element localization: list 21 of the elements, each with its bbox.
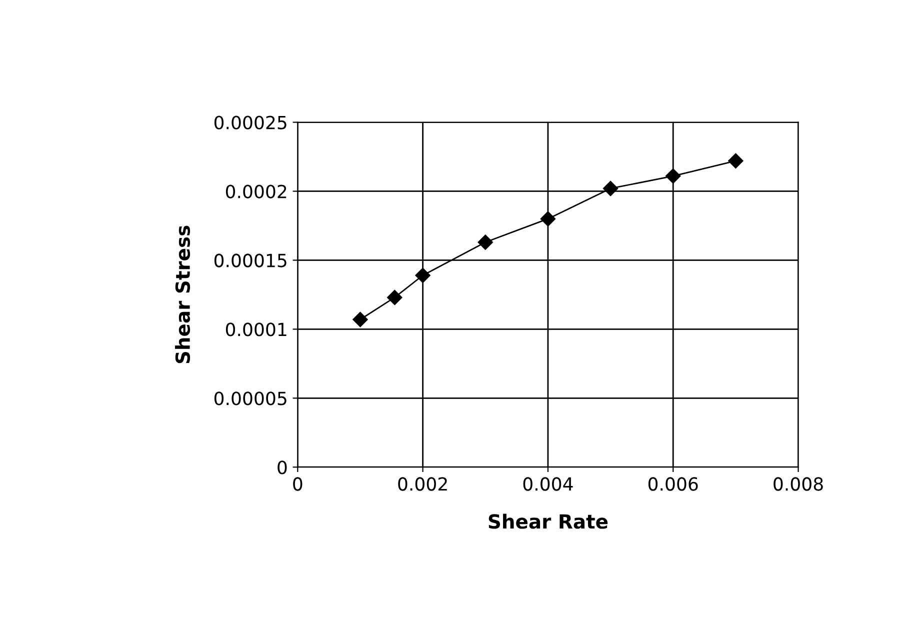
point xyxy=(666,168,681,184)
point xyxy=(728,153,744,168)
x-tick-label: 0.006 xyxy=(648,477,698,491)
y-tick-label: 0 xyxy=(278,460,287,474)
point xyxy=(602,180,618,196)
y-tick-label: 0.0001 xyxy=(226,322,286,336)
point xyxy=(540,211,556,226)
point xyxy=(415,268,430,283)
x-axis-title: Shear Rate xyxy=(488,514,608,529)
point xyxy=(387,290,402,306)
y-tick-label: 0.00005 xyxy=(214,392,286,406)
x-tick-label: 0.008 xyxy=(774,477,823,491)
y-axis-title: Shear Stress xyxy=(175,226,190,364)
point xyxy=(478,234,493,250)
y-tick-label: 0.00015 xyxy=(214,254,286,268)
x-tick-label: 0.002 xyxy=(398,477,447,491)
point xyxy=(352,312,368,328)
y-tick-label: 0.0002 xyxy=(226,184,286,198)
x-tick-label: 0 xyxy=(293,477,302,491)
x-tick-label: 0.004 xyxy=(523,477,573,491)
y-tick-label: 0.00025 xyxy=(214,116,286,130)
